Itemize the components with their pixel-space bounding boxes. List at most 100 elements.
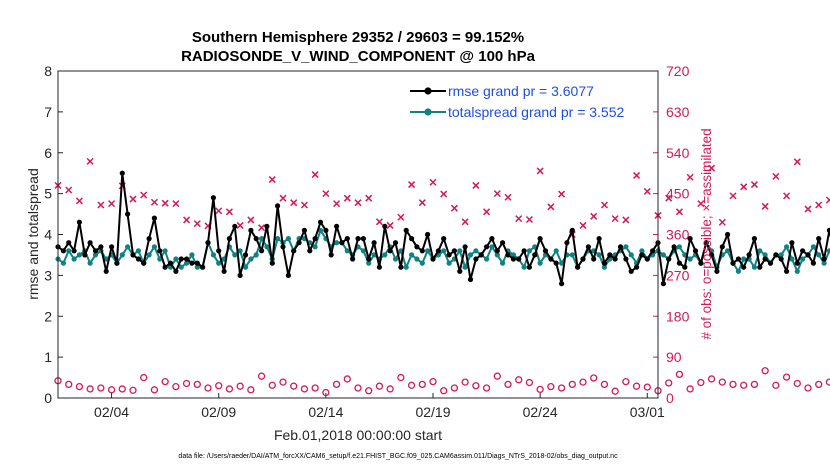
spread-point xyxy=(216,260,222,266)
obs-assimilated-point xyxy=(279,194,287,202)
spread-point xyxy=(403,264,409,270)
obs-assimilated-point xyxy=(333,200,341,208)
rmse-point xyxy=(709,252,715,258)
obs-assimilated-point xyxy=(75,197,83,205)
spread-point xyxy=(119,252,125,258)
rmse-point xyxy=(414,244,420,250)
obs-possible-point xyxy=(461,378,469,386)
y-right-tick-label: 720 xyxy=(666,63,690,79)
spread-point xyxy=(371,252,377,258)
spread-point xyxy=(103,256,109,262)
spread-point xyxy=(162,248,168,254)
obs-assimilated-point xyxy=(183,216,191,224)
rmse-point xyxy=(773,252,779,258)
rmse-point xyxy=(125,211,131,217)
obs-possible-point xyxy=(525,378,534,387)
spread-point xyxy=(569,252,575,258)
obs-assimilated-point xyxy=(461,218,469,226)
spread-point xyxy=(334,240,340,246)
obs-assimilated-series xyxy=(54,157,830,239)
obs-assimilated-point xyxy=(536,167,544,175)
rmse-point xyxy=(537,236,543,242)
y-left-tick-label: 0 xyxy=(44,390,52,406)
rmse-point xyxy=(666,256,672,262)
rmse-point xyxy=(676,260,683,266)
rmse-point xyxy=(639,252,645,258)
rmse-point xyxy=(757,264,763,270)
x-axis: 02/04 02/09 02/14 02/19 02/24 03/01 xyxy=(94,393,665,420)
rmse-point xyxy=(457,268,463,274)
obs-possible-point xyxy=(386,385,394,393)
obs-assimilated-point xyxy=(172,200,180,208)
obs-possible-point xyxy=(354,384,362,392)
obs-assimilated-point xyxy=(472,181,480,189)
obs-assimilated-point xyxy=(225,208,233,216)
y-left-tick-label: 5 xyxy=(44,186,52,202)
rmse-point xyxy=(575,264,581,270)
spread-point xyxy=(146,252,152,258)
obs-assimilated-point xyxy=(161,199,169,207)
spread-point xyxy=(194,264,200,270)
rmse-point xyxy=(634,264,640,270)
x-tick-label: 02/24 xyxy=(523,404,558,420)
rmse-point xyxy=(805,252,811,258)
y-right-tick-label: 270 xyxy=(666,267,690,283)
obs-assimilated-point xyxy=(697,200,705,208)
obs-assimilated-point xyxy=(493,190,501,198)
obs-assimilated-point xyxy=(129,195,137,203)
rmse-point xyxy=(259,248,265,254)
spread-point xyxy=(784,244,790,250)
rmse-point xyxy=(167,260,174,266)
obs-assimilated-point xyxy=(450,204,458,212)
obs-assimilated-point xyxy=(386,221,394,229)
obs-possible-point xyxy=(707,375,716,383)
rmse-point xyxy=(291,248,297,254)
rmse-point xyxy=(784,268,790,274)
rmse-point xyxy=(435,248,441,254)
obs-possible-series xyxy=(54,367,830,397)
obs-assimilated-point xyxy=(750,181,758,189)
rmse-point xyxy=(221,268,227,274)
rmse-point xyxy=(334,223,340,229)
obs-assimilated-point xyxy=(686,173,694,181)
obs-assimilated-point xyxy=(825,196,830,204)
rmse-point xyxy=(601,260,608,266)
spread-point xyxy=(441,248,447,254)
spread-point xyxy=(425,248,431,254)
spread-point xyxy=(173,256,179,262)
obs-possible-point xyxy=(815,380,823,389)
spread-point xyxy=(687,256,693,262)
rmse-point xyxy=(119,170,125,176)
spread-point xyxy=(76,252,82,258)
rmse-point xyxy=(553,260,559,266)
rmse-point xyxy=(141,260,147,266)
obs-possible-point xyxy=(140,373,148,382)
rmse-point xyxy=(226,236,232,242)
obs-possible-point xyxy=(772,381,780,389)
spread-point xyxy=(778,252,784,258)
rmse-point xyxy=(323,227,329,233)
rmse-point xyxy=(542,248,549,254)
obs-assimilated-point xyxy=(215,207,223,215)
rmse-point xyxy=(409,236,415,242)
rmse-point xyxy=(526,264,533,270)
rmse-point xyxy=(510,256,516,262)
spread-point xyxy=(151,244,157,250)
rmse-point xyxy=(762,256,768,262)
rmse-point xyxy=(269,260,275,266)
spread-point xyxy=(60,260,66,266)
spread-point xyxy=(676,244,683,250)
obs-assimilated-point xyxy=(804,205,812,213)
obs-possible-point xyxy=(536,385,544,394)
obs-assimilated-point xyxy=(300,201,308,209)
y-left-tick-label: 7 xyxy=(44,104,52,120)
rmse-point xyxy=(162,264,168,270)
obs-possible-point xyxy=(482,384,491,392)
obs-possible-point xyxy=(761,367,769,375)
rmse-point xyxy=(494,248,500,254)
obs-possible-point xyxy=(718,378,726,386)
obs-assimilated-point xyxy=(504,193,512,201)
rmse-point xyxy=(484,244,490,250)
rmse-point xyxy=(810,260,817,266)
spread-point xyxy=(87,260,93,266)
